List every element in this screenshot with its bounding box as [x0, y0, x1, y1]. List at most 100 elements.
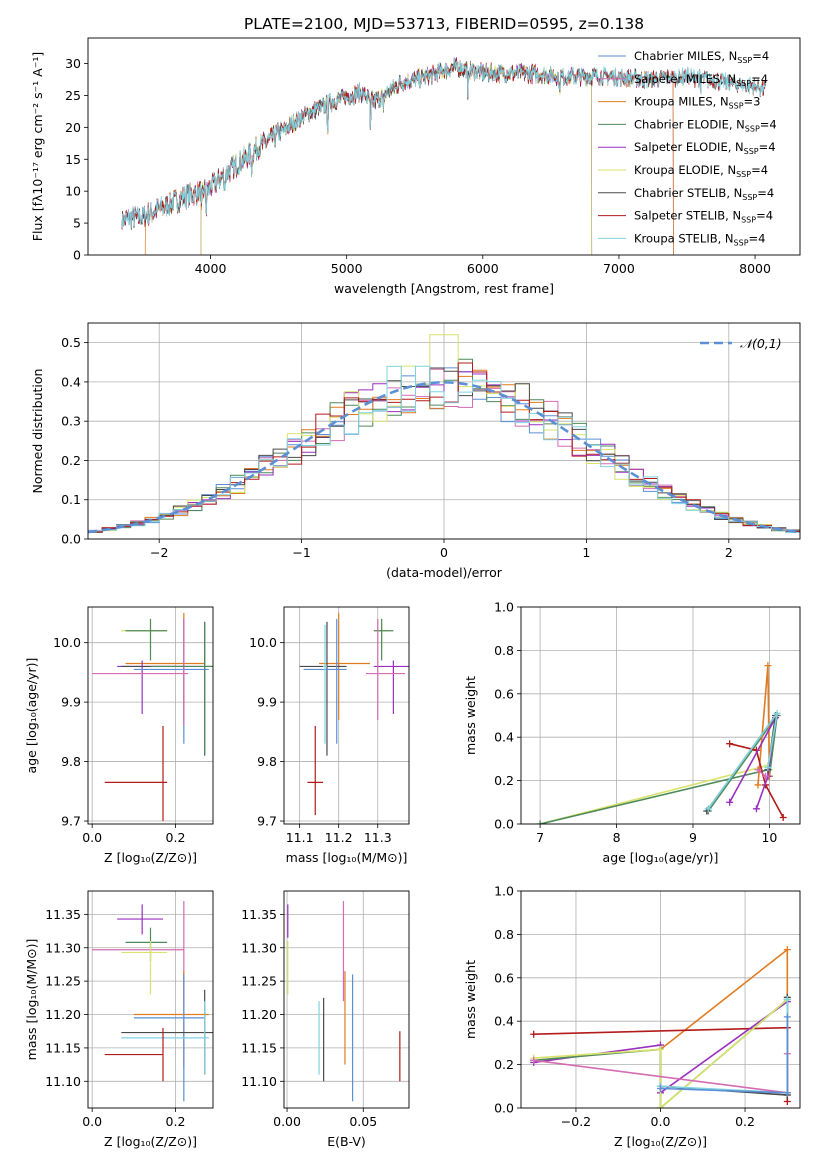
axes-frame [87, 322, 801, 540]
y-tick-label: 0.6 [494, 970, 514, 985]
x-tick-label: −2 [150, 545, 168, 560]
axes-age-vs-Z: 0.0 0.2 9.7 9.8 9.9 10.0 Z [log₁₀(Z/Z⊙)] age [l… [24, 607, 213, 865]
y-tick-label: 0.1 [61, 492, 81, 507]
y-tick-label: 0.6 [494, 686, 514, 701]
x-tick-label: 11.3 [364, 830, 392, 845]
y-axis-label: age [log₁₀(age/yr)] [24, 658, 39, 774]
legend-entry-text: =4 [751, 163, 768, 177]
x-axis-label: E(B-V) [327, 1134, 366, 1149]
weight-marker [530, 1030, 538, 1038]
x-axis-label: wavelength [Angstrom, rest frame] [334, 281, 554, 296]
errorbar-point [92, 618, 188, 726]
legend-entry-text: =4 [752, 49, 769, 63]
axes-age-vs-mass: 11.1 11.2 11.3 9.7 9.8 9.9 10.0 mass [log₁₀(M/M… [249, 607, 409, 865]
x-axis-label: age [log₁₀(age/yr)] [603, 850, 719, 865]
weight-series-line [729, 742, 784, 818]
errorbar-point [121, 941, 168, 995]
spectrum-series-line [121, 57, 767, 228]
weight-marker [536, 820, 544, 824]
weight-marker [783, 1089, 791, 1097]
x-tick-label: 0.2 [735, 1114, 755, 1129]
y-tick-label: 11.10 [241, 1074, 277, 1089]
weight-marker [764, 764, 772, 772]
y-tick-label: 0.2 [61, 453, 81, 468]
errorbar-point [104, 1027, 164, 1082]
errorbar-point [307, 725, 324, 816]
legend-entry: Salpeter MILES, NSSP=4 [634, 72, 768, 88]
spectrum-lines [121, 57, 767, 255]
y-tick-label: 11.35 [45, 907, 81, 922]
y-axis-label: Normed distribution [30, 369, 45, 494]
legend-entry-text: =4 [759, 140, 776, 154]
x-tick-label: 0.0 [651, 1114, 671, 1129]
axes-frame [87, 37, 801, 256]
legend-entry-text: Kroupa ELODIE, N [634, 163, 736, 177]
x-tick-label: 7 [536, 830, 544, 845]
residual-legend: 𝒩(0,1) [700, 336, 782, 351]
legend-entry-text: Salpeter STELIB, N [634, 209, 741, 223]
histogram-series [88, 365, 800, 534]
y-tick-label: 30 [65, 56, 81, 71]
y-tick-label: 9.9 [257, 695, 277, 710]
weight-marker [657, 1084, 664, 1092]
x-axis-label: (data-model)/error [386, 565, 503, 580]
y-tick-label: 0.2 [494, 1057, 514, 1072]
weight-marker [762, 772, 770, 780]
y-tick-label: 0.4 [494, 730, 514, 745]
weight-marker [657, 1045, 664, 1053]
y-tick-label: 0.8 [494, 927, 514, 942]
x-tick-label: 11.2 [325, 830, 353, 845]
legend-entry: Chabrier ELODIE, NSSP=4 [634, 117, 777, 133]
x-tick-label: 2 [725, 545, 733, 560]
y-tick-label: 0.0 [494, 817, 514, 832]
x-tick-label: −1 [292, 545, 310, 560]
legend-entry-text: =4 [760, 117, 777, 131]
x-axis-label: mass [log₁₀(M/M⊙)] [286, 850, 408, 865]
legend-entry-subscript: SSP [736, 170, 751, 179]
errorbar-point [121, 1001, 209, 1075]
x-tick-label: 8000 [739, 261, 771, 276]
x-tick-label: 0.2 [166, 1114, 186, 1129]
x-tick-label: 11.1 [286, 830, 314, 845]
y-tick-label: 9.8 [61, 754, 81, 769]
axes-frame [87, 890, 214, 1109]
histogram-group [88, 334, 800, 535]
x-axis-label: Z [log₁₀(Z/Z⊙)] [104, 850, 197, 865]
axes-frame [87, 606, 214, 825]
legend-entry: Chabrier MILES, NSSP=4 [634, 49, 769, 65]
y-tick-label: 10 [65, 184, 81, 199]
errorbar-point [373, 660, 409, 715]
y-axis-label: mass weight [463, 676, 478, 755]
legend-entry-text: Salpeter ELODIE, N [634, 140, 744, 154]
y-tick-label: 11.25 [241, 974, 277, 989]
errorbar-point [150, 621, 213, 756]
axes-frame [520, 890, 801, 1109]
x-tick-label: 0.0 [82, 830, 102, 845]
y-tick-label: 0 [73, 248, 81, 263]
axes-mass-vs-ebv: 0.00 0.05 11.10 11.15 11.20 11.25 11.30 11.35 E(… [241, 891, 409, 1149]
weight-marker [783, 946, 791, 954]
x-axis-label: Z [log₁₀(Z/Z⊙)] [614, 1134, 707, 1149]
y-tick-label: 11.20 [241, 1007, 277, 1022]
y-tick-label: 11.15 [241, 1040, 277, 1055]
x-tick-label: 7000 [603, 261, 635, 276]
legend-entry-text: =4 [749, 231, 766, 245]
legend-entry-text: Kroupa MILES, N [634, 95, 729, 109]
axes-frame [520, 606, 801, 825]
y-tick-label: 20 [65, 120, 81, 135]
weight-marker [773, 709, 781, 717]
x-tick-label: 1 [582, 545, 590, 560]
legend-entry: Salpeter ELODIE, NSSP=4 [634, 140, 776, 156]
weight-marker [726, 798, 734, 806]
legend-entry: Chabrier STELIB, NSSP=4 [634, 186, 774, 202]
errorbar-group [299, 612, 409, 816]
errorbar-point [373, 618, 394, 661]
y-tick-label: 10.0 [249, 635, 277, 650]
y-axis-label: mass [log₁₀(M/M⊙)] [24, 939, 39, 1061]
errorbar-point [117, 904, 163, 935]
y-axis-label: Flux [fλ10⁻¹⁷ erg cm⁻² s⁻¹ A⁻¹] [30, 52, 45, 241]
x-tick-label: 0.05 [349, 1114, 377, 1129]
weight-marker [779, 813, 787, 821]
legend-entry-subscript: SSP [729, 102, 744, 111]
